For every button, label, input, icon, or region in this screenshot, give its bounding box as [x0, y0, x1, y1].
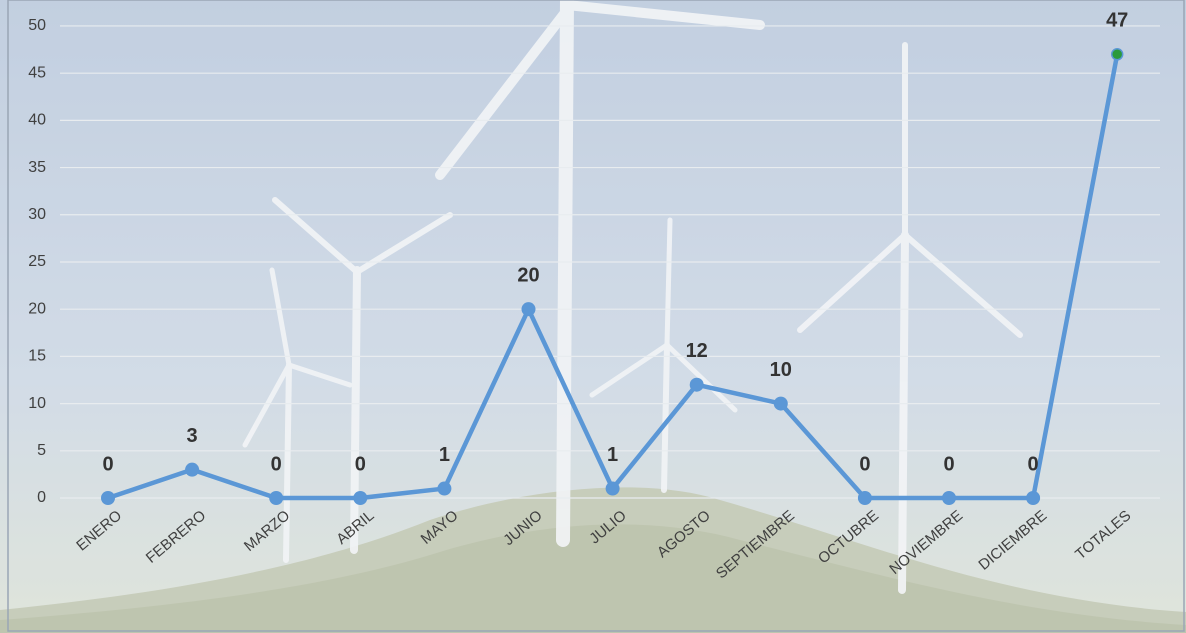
point — [437, 481, 452, 496]
data-label: 47 — [1106, 10, 1128, 32]
point — [101, 491, 115, 505]
y-tick-label: 20 — [28, 300, 46, 317]
point — [269, 491, 284, 505]
data-label: 0 — [355, 453, 366, 475]
y-tick-label: 0 — [37, 489, 46, 506]
data-label: 12 — [686, 340, 708, 362]
data-label: 20 — [517, 264, 539, 286]
point — [773, 396, 788, 411]
point — [353, 491, 368, 505]
y-tick-label: 15 — [28, 348, 46, 365]
point — [521, 302, 536, 317]
data-label: 1 — [439, 444, 450, 466]
data-label: 0 — [943, 453, 954, 475]
point — [185, 462, 200, 477]
data-label: 10 — [770, 359, 792, 381]
point — [942, 491, 956, 505]
point — [605, 481, 620, 496]
data-label: 0 — [102, 453, 113, 475]
y-tick-label: 50 — [28, 17, 46, 34]
y-tick-label: 10 — [28, 395, 46, 412]
point — [857, 491, 872, 505]
y-tick-label: 30 — [28, 206, 46, 223]
data-label: 1 — [607, 444, 618, 466]
y-tick-label: 35 — [28, 159, 46, 176]
data-label: 3 — [187, 425, 198, 447]
point — [1026, 491, 1041, 505]
y-tick-label: 45 — [28, 64, 46, 81]
data-label: 0 — [859, 453, 870, 475]
point — [689, 377, 704, 392]
point — [1110, 48, 1124, 61]
data-label: 0 — [271, 453, 282, 475]
y-tick-label: 40 — [28, 112, 46, 129]
y-tick-label: 5 — [37, 442, 46, 459]
data-label: 0 — [1028, 453, 1039, 475]
y-tick-label: 25 — [28, 253, 46, 270]
